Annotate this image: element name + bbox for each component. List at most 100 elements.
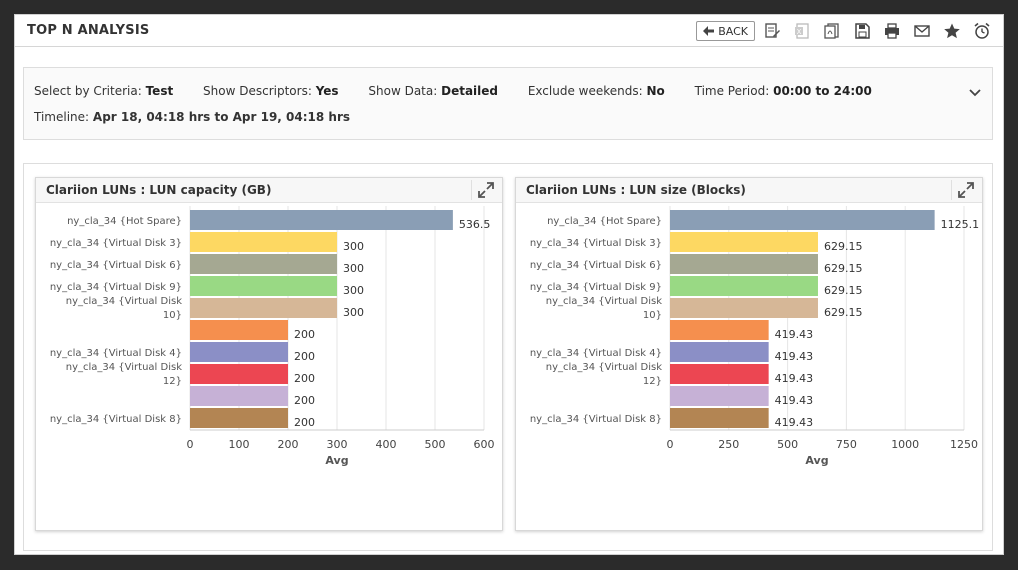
title-bar: TOP N ANALYSIS BACK X [15, 15, 1003, 47]
category-label: ny_cla_34 {Hot Spare} [67, 216, 182, 227]
bar[interactable] [670, 364, 769, 384]
bar-value-label: 419.43 [775, 416, 814, 429]
save-icon[interactable] [849, 20, 875, 42]
bar[interactable] [670, 276, 818, 296]
pdf-icon[interactable] [819, 20, 845, 42]
chart-panel-header: Clariion LUNs : LUN size (Blocks) [516, 178, 982, 203]
bar-chart-lun-size: 1125.1 ny_cla_34 {Hot Spare} 629.15 ny_cla_… [530, 206, 980, 467]
x-tick-label: 250 [718, 438, 739, 451]
x-tick-label: 500 [425, 438, 446, 451]
bar-value-label: 200 [294, 328, 315, 341]
bar[interactable] [190, 364, 288, 384]
criteria-panel: Select by Criteria: Test Show Descriptor… [23, 67, 993, 140]
back-button-label: BACK [718, 24, 748, 38]
category-label: ny_cla_34 {Virtual Disk [66, 296, 182, 307]
x-tick-label: 750 [836, 438, 857, 451]
category-label: ny_cla_34 {Virtual Disk 3} [50, 238, 182, 249]
charts-area: Clariion LUNs : LUN capacity (GB) 536.5 n… [23, 163, 993, 551]
bar[interactable] [670, 342, 769, 362]
bar-value-label: 200 [294, 416, 315, 429]
category-label: ny_cla_34 {Virtual Disk [546, 296, 662, 307]
expand-icon[interactable] [471, 180, 496, 200]
chart-panel-header: Clariion LUNs : LUN capacity (GB) [36, 178, 502, 203]
favorite-star-icon[interactable] [939, 20, 965, 42]
bar-value-label: 629.15 [824, 306, 863, 319]
criteria-select-by: Select by Criteria: Test [34, 84, 174, 98]
category-label: 10} [643, 310, 662, 321]
bar[interactable] [670, 386, 769, 406]
bar[interactable] [190, 386, 288, 406]
bar[interactable] [190, 408, 288, 428]
bar-value-label: 200 [294, 350, 315, 363]
category-label: ny_cla_34 {Virtual Disk 4} [50, 348, 182, 359]
category-label: ny_cla_34 {Hot Spare} [547, 216, 662, 227]
alarm-clock-icon[interactable] [969, 20, 995, 42]
x-axis-label: Avg [805, 454, 828, 467]
x-tick-label: 200 [278, 438, 299, 451]
chart-panel-lun-capacity: Clariion LUNs : LUN capacity (GB) 536.5 n… [35, 177, 503, 531]
category-label: ny_cla_34 {Virtual Disk 4} [530, 348, 662, 359]
category-label: 12} [643, 376, 662, 387]
x-tick-label: 0 [187, 438, 194, 451]
category-label: ny_cla_34 {Virtual Disk 3} [530, 238, 662, 249]
bar[interactable] [190, 320, 288, 340]
email-icon[interactable] [909, 20, 935, 42]
bar[interactable] [190, 254, 337, 274]
category-label: 10} [163, 310, 182, 321]
category-label: ny_cla_34 {Virtual Disk 8} [530, 414, 662, 425]
x-axis-label: Avg [325, 454, 348, 467]
bar-value-label: 1125.1 [941, 218, 980, 231]
chart-title: Clariion LUNs : LUN capacity (GB) [46, 183, 272, 197]
svg-text:X: X [797, 28, 802, 36]
x-tick-label: 600 [474, 438, 495, 451]
bar[interactable] [190, 276, 337, 296]
bar-value-label: 300 [343, 284, 364, 297]
bar-value-label: 536.5 [459, 218, 491, 231]
category-label: ny_cla_34 {Virtual Disk 9} [530, 282, 662, 293]
criteria-descriptors: Show Descriptors: Yes [203, 84, 339, 98]
bar[interactable] [190, 342, 288, 362]
criteria-row: Select by Criteria: Test Show Descriptor… [34, 84, 898, 98]
criteria-timeline: Timeline: Apr 18, 04:18 hrs to Apr 19, 0… [34, 110, 351, 124]
bar-value-label: 200 [294, 394, 315, 407]
bar-value-label: 419.43 [775, 372, 814, 385]
bar[interactable] [670, 210, 935, 230]
chart-panel-lun-size: Clariion LUNs : LUN size (Blocks) 1125.1… [515, 177, 983, 531]
back-button[interactable]: BACK [696, 21, 755, 41]
x-tick-label: 500 [777, 438, 798, 451]
category-label: ny_cla_34 {Virtual Disk [66, 362, 182, 373]
bar-chart-lun-capacity: 536.5 ny_cla_34 {Hot Spare} 300 ny_cla_34 {… [50, 206, 495, 467]
print-icon[interactable] [879, 20, 905, 42]
x-tick-label: 0 [667, 438, 674, 451]
bar[interactable] [670, 254, 818, 274]
bar-value-label: 200 [294, 372, 315, 385]
back-arrow-icon [703, 26, 715, 36]
chart-title: Clariion LUNs : LUN size (Blocks) [526, 183, 746, 197]
excel-icon[interactable]: X [789, 20, 815, 42]
bar-value-label: 629.15 [824, 284, 863, 297]
category-label: ny_cla_34 {Virtual Disk 6} [50, 260, 182, 271]
bar[interactable] [670, 320, 769, 340]
x-tick-label: 1000 [891, 438, 919, 451]
bar[interactable] [670, 408, 769, 428]
bar-value-label: 300 [343, 240, 364, 253]
bar[interactable] [190, 232, 337, 252]
criteria-time-period: Time Period: 00:00 to 24:00 [694, 84, 872, 98]
report-window: TOP N ANALYSIS BACK X [14, 14, 1004, 555]
bar-value-label: 629.15 [824, 262, 863, 275]
report-edit-icon[interactable] [759, 20, 785, 42]
x-tick-label: 100 [229, 438, 250, 451]
chevron-down-icon[interactable] [968, 86, 982, 100]
category-label: 12} [163, 376, 182, 387]
bar[interactable] [670, 298, 818, 318]
toolbar: BACK X [696, 19, 995, 43]
x-tick-label: 400 [376, 438, 397, 451]
expand-icon[interactable] [951, 180, 976, 200]
category-label: ny_cla_34 {Virtual Disk 8} [50, 414, 182, 425]
bar-value-label: 419.43 [775, 350, 814, 363]
bar[interactable] [670, 232, 818, 252]
bar[interactable] [190, 210, 453, 230]
x-tick-label: 1250 [950, 438, 978, 451]
bar[interactable] [190, 298, 337, 318]
category-label: ny_cla_34 {Virtual Disk 9} [50, 282, 182, 293]
